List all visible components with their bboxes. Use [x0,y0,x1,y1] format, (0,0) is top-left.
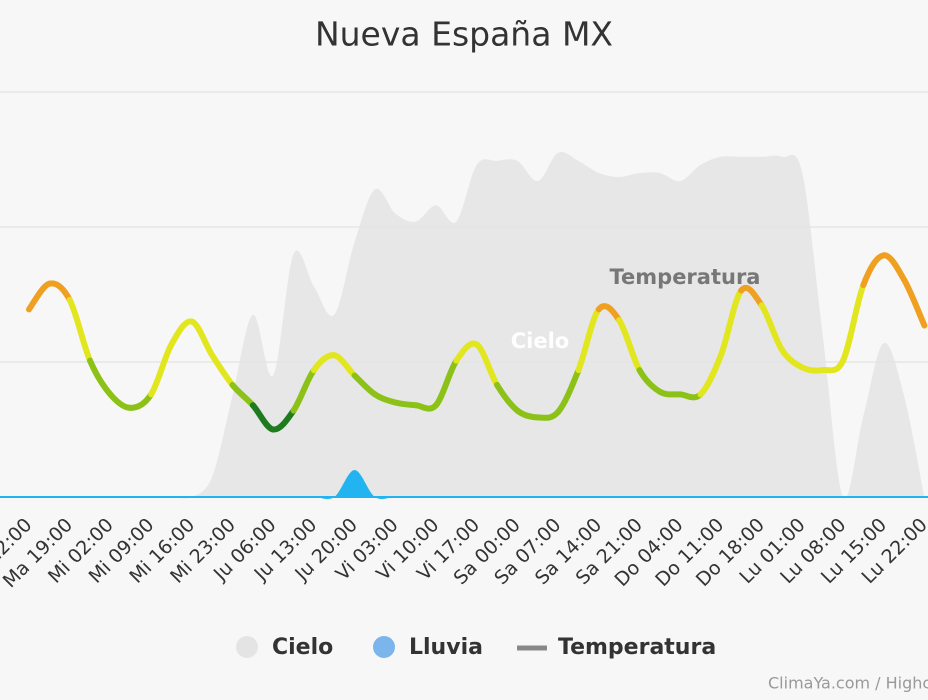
line-segment [575,306,602,374]
line-segment [290,367,317,414]
line-segment [880,252,908,283]
legend-symbol [373,636,395,658]
line-segment [595,303,623,324]
series-label: Cielo [511,329,569,353]
legend-label: Cielo [272,635,333,660]
line-segment [66,296,94,364]
line-segment [616,317,643,374]
legend-symbol [236,636,258,658]
line-segment [677,391,704,401]
line-segment [433,357,460,409]
legend-label: Temperatura [558,635,716,660]
legend-label: Lluvia [409,635,483,660]
line-segment [412,402,439,412]
series-label: Temperatura [610,265,761,289]
line-segment [270,407,297,433]
line-segment [738,284,765,309]
credits[interactable]: ClimaYa.com / Highcharts [768,674,928,693]
line-segment [697,352,724,398]
line-segment [819,357,846,374]
line-segment [799,364,826,374]
line-segment [840,282,867,364]
line-segment [901,276,928,329]
legend-item[interactable]: Cielo [236,635,333,660]
line-segment [473,341,501,388]
legend-item[interactable]: Lluvia [373,635,483,660]
line-segment [717,287,745,359]
line-segment [656,388,684,398]
chart-title: Nueva España MX [315,15,613,54]
area [29,151,925,499]
line-segment [188,318,216,359]
legend-item[interactable]: Temperatura [517,635,716,660]
line-segment [758,302,785,353]
line-segment [555,367,582,415]
line-segment [392,399,419,409]
line-segment [46,280,73,303]
line-segment [148,341,175,398]
